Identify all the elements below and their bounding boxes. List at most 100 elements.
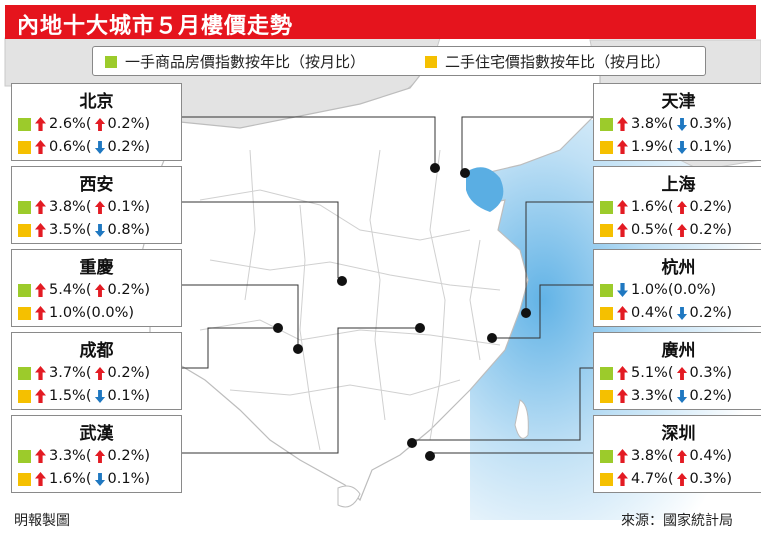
new-home-row: 5.4%(0.2%) bbox=[18, 280, 150, 300]
city-card-beijing: 北京 2.6%(0.2%) 0.6%(0.2%) bbox=[11, 83, 182, 161]
mom-value: 0.2% bbox=[107, 139, 145, 155]
mom-value: 0.4% bbox=[689, 448, 727, 464]
yoy-value: 0.4% bbox=[631, 305, 668, 321]
mom-value: 0.8% bbox=[107, 222, 145, 238]
yoy-value: 3.8% bbox=[49, 199, 86, 215]
legend-label-new-home: 一手商品房價指數按年比（按月比） bbox=[125, 53, 366, 71]
mom-value: 0.3% bbox=[689, 365, 727, 381]
dot-shenzhen bbox=[425, 451, 435, 461]
paren-open: ( bbox=[85, 448, 92, 464]
paren-close: ) bbox=[144, 282, 151, 298]
new-home-swatch bbox=[18, 200, 31, 214]
paren-open: ( bbox=[85, 282, 92, 298]
new-home-row: 3.8%(0.1%) bbox=[18, 197, 150, 217]
resale-row: 1.6%(0.1%) bbox=[18, 469, 150, 489]
arrow-up-icon bbox=[94, 200, 105, 214]
paren-open: ( bbox=[85, 139, 92, 155]
new-home-swatch bbox=[600, 200, 613, 214]
mom-value: 0.2% bbox=[107, 448, 145, 464]
city-card-shenzhen: 深圳 3.8%(0.4%) 4.7%(0.3%) bbox=[593, 415, 761, 493]
yoy-value: 3.3% bbox=[631, 388, 668, 404]
paren-close: ) bbox=[144, 471, 151, 487]
resale-swatch bbox=[18, 306, 31, 320]
resale-swatch bbox=[18, 472, 31, 486]
yoy-value: 1.5% bbox=[49, 388, 86, 404]
arrow-up-icon bbox=[94, 283, 105, 297]
arrow-up-icon bbox=[94, 366, 105, 380]
paren-close: ) bbox=[726, 139, 733, 155]
resale-swatch bbox=[600, 389, 613, 403]
arrow-up-icon bbox=[35, 140, 46, 154]
arrow-up-icon bbox=[617, 140, 628, 154]
paren-close: ) bbox=[144, 448, 151, 464]
paren-close: ) bbox=[726, 199, 733, 215]
source-note: 來源：國家統計局 bbox=[621, 513, 733, 529]
yoy-value: 3.5% bbox=[49, 222, 86, 238]
arrow-up-icon bbox=[35, 200, 46, 214]
paren-open: ( bbox=[667, 116, 674, 132]
paren-close: ) bbox=[128, 305, 135, 321]
province-lines bbox=[199, 149, 501, 451]
yoy-value: 5.4% bbox=[49, 282, 86, 298]
resale-swatch bbox=[425, 55, 437, 68]
paren-open: ( bbox=[85, 116, 92, 132]
resale-swatch bbox=[600, 140, 613, 154]
arrow-down-icon bbox=[676, 389, 687, 403]
city-card-shanghai: 上海 1.6%(0.2%) 0.5%(0.2%) bbox=[593, 166, 761, 244]
arrow-up-icon bbox=[617, 306, 628, 320]
legend-label-resale: 二手住宅價指數按年比（按月比） bbox=[445, 53, 671, 71]
paren-close: ) bbox=[726, 365, 733, 381]
resale-row: 0.5%(0.2%) bbox=[600, 220, 732, 240]
resale-row: 1.9%(0.1%) bbox=[600, 137, 732, 157]
dot-chengdu bbox=[273, 323, 283, 333]
yoy-value: 1.6% bbox=[49, 471, 86, 487]
new-home-swatch bbox=[600, 449, 613, 463]
paren-close: ) bbox=[144, 222, 151, 238]
yoy-value: 3.8% bbox=[631, 448, 668, 464]
arrow-up-icon bbox=[617, 449, 628, 463]
paren-open: ( bbox=[667, 388, 674, 404]
paren-open: ( bbox=[667, 222, 674, 238]
arrow-up-icon bbox=[617, 366, 628, 380]
arrow-down-icon bbox=[676, 117, 687, 131]
city-card-xian: 西安 3.8%(0.1%) 3.5%(0.8%) bbox=[11, 166, 182, 244]
arrow-down-icon bbox=[94, 140, 105, 154]
city-name: 北京 bbox=[79, 92, 114, 112]
arrow-down-icon bbox=[617, 283, 628, 297]
city-card-guangzhou: 廣州 5.1%(0.3%) 3.3%(0.2%) bbox=[593, 332, 761, 410]
resale-row: 3.5%(0.8%) bbox=[18, 220, 150, 240]
arrow-down-icon bbox=[676, 140, 687, 154]
paren-open: ( bbox=[85, 471, 92, 487]
paren-open: ( bbox=[85, 365, 92, 381]
paren-close: ) bbox=[726, 222, 733, 238]
new-home-row: 3.8%(0.3%) bbox=[600, 114, 732, 134]
yoy-value: 0.6% bbox=[49, 139, 86, 155]
leader-lines bbox=[182, 116, 595, 456]
new-home-row: 3.7%(0.2%) bbox=[18, 363, 150, 383]
new-home-swatch bbox=[18, 283, 31, 297]
city-name: 天津 bbox=[661, 92, 696, 112]
taiwan-island bbox=[514, 399, 529, 439]
mom-value: 0.2% bbox=[689, 222, 727, 238]
city-card-chongqing: 重慶 5.4%(0.2%) 1.0%(0.0%) bbox=[11, 249, 182, 327]
new-home-swatch bbox=[600, 283, 613, 297]
mom-value: 0.2% bbox=[689, 388, 727, 404]
yoy-value: 4.7% bbox=[631, 471, 668, 487]
city-name: 杭州 bbox=[661, 258, 696, 278]
arrow-up-icon bbox=[676, 449, 687, 463]
arrow-up-icon bbox=[617, 472, 628, 486]
new-home-row: 2.6%(0.2%) bbox=[18, 114, 150, 134]
mom-value: 0.2% bbox=[689, 305, 727, 321]
legend: 一手商品房價指數按年比（按月比） 二手住宅價指數按年比（按月比） bbox=[92, 46, 706, 76]
arrow-down-icon bbox=[94, 389, 105, 403]
yoy-value: 3.8% bbox=[631, 116, 668, 132]
yoy-value: 1.0% bbox=[631, 282, 668, 298]
resale-swatch bbox=[600, 223, 613, 237]
paren-open: ( bbox=[667, 282, 674, 298]
dot-wuhan bbox=[415, 323, 425, 333]
arrow-up-icon bbox=[35, 449, 46, 463]
yoy-value: 1.6% bbox=[631, 199, 668, 215]
resale-row: 1.5%(0.1%) bbox=[18, 386, 150, 406]
paren-close: ) bbox=[144, 388, 151, 404]
legend-item-resale: 二手住宅價指數按年比（按月比） bbox=[425, 51, 670, 72]
